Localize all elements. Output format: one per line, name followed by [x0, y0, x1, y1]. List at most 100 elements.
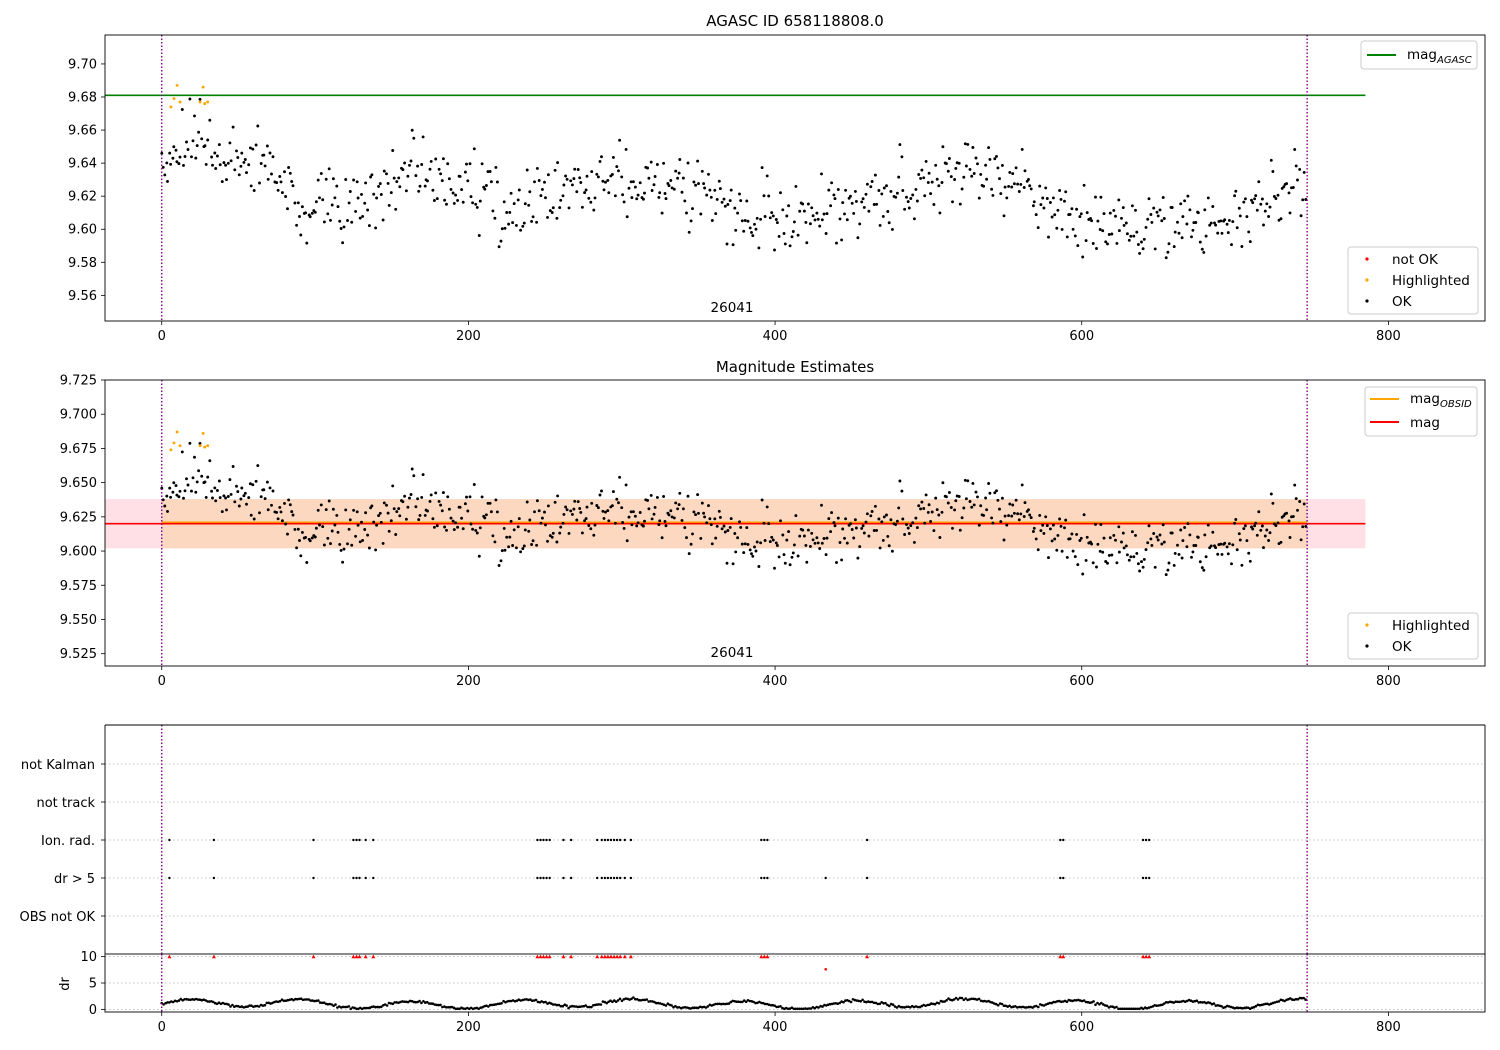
ok-point	[677, 503, 681, 507]
ok-point	[598, 493, 602, 497]
ok-point	[517, 188, 521, 192]
dr-point	[1201, 1001, 1204, 1004]
ok-point	[348, 190, 352, 193]
ok-point	[624, 147, 628, 151]
ok-point	[397, 176, 401, 180]
ok-point	[901, 189, 905, 192]
ok-point	[835, 241, 838, 245]
ok-point	[168, 486, 172, 490]
ok-point	[354, 209, 358, 213]
dr-point	[301, 998, 305, 1002]
ion-rad-flag-point	[766, 838, 769, 842]
ok-point	[488, 170, 492, 173]
ok-point	[865, 182, 869, 186]
dr-point	[206, 1000, 209, 1003]
ok-point	[757, 246, 761, 250]
ok-point	[1242, 200, 1246, 204]
ok-point	[431, 188, 435, 192]
ok-point	[1161, 196, 1165, 199]
ok-point	[1027, 178, 1030, 181]
ok-point	[215, 154, 219, 158]
dr-point	[364, 1006, 368, 1010]
dr-point	[391, 1002, 395, 1006]
ok-point	[1259, 202, 1263, 206]
dr-point	[645, 998, 649, 1001]
ok-point	[1170, 531, 1174, 535]
ok-point	[161, 498, 165, 502]
ok-point	[1034, 537, 1038, 541]
ok-point	[850, 528, 854, 531]
ok-point	[810, 206, 814, 210]
ok-point	[474, 202, 478, 206]
ok-point	[1152, 206, 1156, 210]
ok-point	[1149, 537, 1153, 541]
x-tick-label: 0	[158, 674, 166, 689]
dr-gt-5-flag-point	[358, 876, 361, 880]
ok-point	[722, 524, 726, 528]
ok-point	[1005, 523, 1009, 527]
dr-point	[445, 1006, 448, 1009]
ok-point	[953, 508, 957, 512]
ok-point	[854, 526, 858, 530]
ok-point	[751, 554, 755, 558]
ok-point	[530, 219, 534, 223]
ok-point	[1293, 148, 1297, 151]
dr-clipped-marker	[615, 954, 620, 959]
ok-point	[452, 528, 456, 532]
ok-point	[1138, 569, 1142, 573]
ok-point	[385, 503, 388, 507]
dr-point	[1136, 1007, 1139, 1011]
ok-point	[516, 525, 520, 529]
dr-point	[676, 1006, 679, 1009]
dr-point	[752, 1000, 755, 1004]
ion-rad-flag-point	[355, 838, 358, 842]
ok-point	[363, 201, 367, 205]
ok-point	[278, 175, 282, 178]
ion-rad-flag-point	[615, 838, 619, 842]
ok-point	[335, 513, 339, 517]
ok-point	[161, 165, 165, 169]
ok-point	[377, 184, 381, 188]
ok-point	[856, 236, 860, 240]
ok-point	[394, 533, 398, 536]
ok-point	[507, 545, 511, 549]
ok-point	[613, 521, 617, 525]
dr-point	[649, 1000, 652, 1003]
ok-point	[995, 489, 998, 493]
dr-point	[937, 1002, 941, 1005]
dr-point	[244, 1005, 248, 1009]
ok-point	[1090, 542, 1094, 546]
ok-point	[445, 202, 448, 206]
ok-point	[1225, 222, 1229, 226]
panel-4-ylabel: dr	[58, 977, 73, 991]
ok-point	[917, 504, 921, 508]
dr-point	[895, 1006, 899, 1009]
ion-rad-flag-point	[1059, 838, 1062, 842]
ok-point	[864, 192, 868, 196]
dr-point	[567, 1006, 570, 1010]
dr-point	[882, 1002, 885, 1005]
ok-point	[923, 194, 927, 198]
ok-point	[1146, 541, 1150, 545]
ok-point	[1032, 526, 1036, 530]
ok-point	[1248, 559, 1252, 563]
ok-point	[1053, 213, 1057, 217]
ok-point	[287, 166, 291, 169]
ok-point	[1081, 255, 1085, 259]
ion-rad-flag-point	[600, 838, 603, 842]
ok-point	[710, 219, 714, 222]
ok-point	[198, 97, 202, 101]
y-tick-label: 9.58	[68, 256, 97, 271]
ok-point	[1285, 182, 1289, 186]
ok-point	[350, 220, 354, 224]
ok-point	[204, 162, 208, 166]
ok-point	[314, 200, 318, 204]
dr-point	[1235, 1006, 1239, 1009]
ok-point	[378, 182, 382, 186]
ok-point	[336, 530, 340, 534]
ok-point	[208, 118, 212, 122]
ok-point	[1227, 542, 1231, 546]
ok-point	[1265, 202, 1269, 206]
ok-point	[493, 540, 497, 544]
ok-point	[914, 516, 918, 520]
